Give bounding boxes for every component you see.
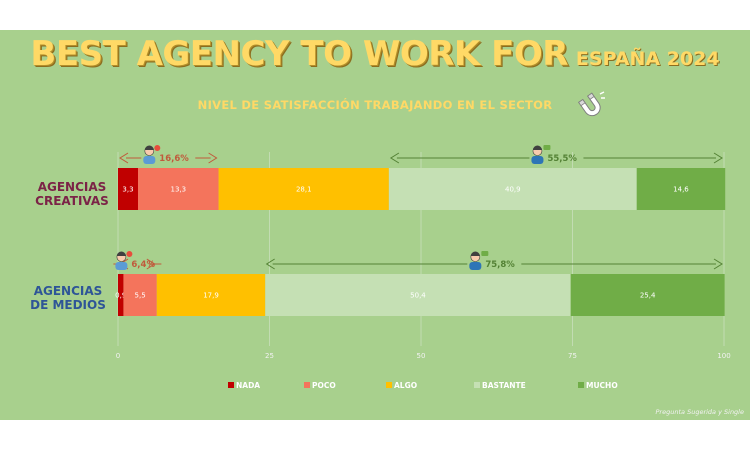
legend-label: BASTANTE bbox=[482, 381, 526, 390]
annotation-arrowhead bbox=[146, 258, 156, 270]
data-label: 13,3 bbox=[171, 186, 187, 194]
magnet-icon bbox=[578, 91, 605, 117]
legend-label: POCO bbox=[312, 381, 336, 390]
x-tick-label: 75 bbox=[568, 352, 577, 360]
title-main: BEST AGENCY TO WORK FOR bbox=[30, 34, 568, 74]
data-label: 5,5 bbox=[135, 292, 146, 300]
annotation-arrowhead bbox=[119, 152, 129, 164]
legend-label: MUCHO bbox=[586, 381, 618, 390]
annotation-label: 16,6% bbox=[159, 154, 189, 164]
category-label-creativas: AGENCIAS CREATIVAS bbox=[22, 180, 122, 208]
icon-hair bbox=[116, 251, 126, 256]
bar-segment bbox=[388, 168, 637, 210]
bar-segment bbox=[118, 168, 138, 210]
annotation-arrowhead bbox=[208, 152, 218, 164]
bar-segment bbox=[123, 274, 157, 316]
annotation-label: 55,5% bbox=[547, 154, 577, 164]
x-tick-label: 0 bbox=[116, 352, 120, 360]
x-tick-label: 25 bbox=[265, 352, 274, 360]
icon-bubble bbox=[543, 145, 551, 150]
happy-person-icon bbox=[469, 251, 489, 270]
icon-hair bbox=[532, 145, 542, 150]
footnote: Pregunta Sugerida y Single bbox=[655, 408, 744, 416]
category-label-medios: AGENCIAS DE MEDIOS bbox=[18, 284, 118, 312]
bar-segment bbox=[218, 168, 389, 210]
legend-swatch bbox=[386, 382, 392, 388]
legend-swatch bbox=[228, 382, 234, 388]
legend-label: NADA bbox=[236, 381, 260, 390]
legend-swatch bbox=[474, 382, 480, 388]
x-tick-label: 50 bbox=[417, 352, 426, 360]
title: BEST AGENCY TO WORK FOR ESPAÑA 2024 bbox=[0, 34, 750, 74]
annotation-label: 6,4% bbox=[131, 260, 155, 270]
data-label: 25,4 bbox=[640, 292, 656, 300]
chart-panel bbox=[0, 30, 750, 420]
legend-swatch bbox=[578, 382, 584, 388]
unhappy-person-icon bbox=[115, 251, 133, 270]
legend-label: ALGO bbox=[394, 381, 417, 390]
category-label-line: DE MEDIOS bbox=[30, 298, 106, 312]
bar-segment bbox=[636, 168, 726, 210]
icon-bubble bbox=[154, 145, 161, 151]
unhappy-person-icon bbox=[143, 145, 161, 164]
category-label-line: AGENCIAS bbox=[37, 180, 107, 194]
data-label: 0,9 bbox=[115, 292, 126, 300]
data-label: 3,3 bbox=[122, 186, 133, 194]
x-tick-label: 100 bbox=[717, 352, 730, 360]
category-label-line: CREATIVAS bbox=[35, 194, 109, 208]
legend-swatch bbox=[304, 382, 310, 388]
data-label: 28,1 bbox=[296, 186, 312, 194]
icon-bubble bbox=[481, 251, 489, 256]
subtitle: NIVEL DE SATISFACCIÓN TRABAJANDO EN EL S… bbox=[197, 98, 553, 112]
icon-body bbox=[469, 262, 482, 270]
bar-segment bbox=[118, 274, 124, 316]
icon-hair bbox=[144, 145, 154, 150]
category-label-line: AGENCIAS bbox=[33, 284, 103, 298]
bar-segment bbox=[156, 274, 266, 316]
title-sub: ESPAÑA 2024 bbox=[575, 48, 720, 70]
bar-segment bbox=[570, 274, 725, 316]
happy-person-icon bbox=[531, 145, 551, 164]
annotation-arrowhead bbox=[265, 258, 275, 270]
annotation-arrowhead bbox=[389, 152, 400, 164]
annotation-label: 75,8% bbox=[485, 260, 515, 270]
data-label: 17,9 bbox=[203, 292, 219, 300]
icon-hair bbox=[470, 251, 480, 256]
data-label: 50,4 bbox=[410, 292, 426, 300]
data-label: 40,9 bbox=[505, 186, 521, 194]
icon-body bbox=[531, 156, 544, 164]
bar-segment bbox=[137, 168, 219, 210]
annotation-arrowhead bbox=[713, 152, 723, 164]
data-label: 14,6 bbox=[673, 186, 689, 194]
icon-bubble bbox=[126, 251, 133, 257]
icon-body bbox=[143, 156, 156, 164]
bar-segment bbox=[265, 274, 571, 316]
icon-body bbox=[115, 262, 128, 270]
annotation-arrowhead bbox=[713, 258, 723, 270]
